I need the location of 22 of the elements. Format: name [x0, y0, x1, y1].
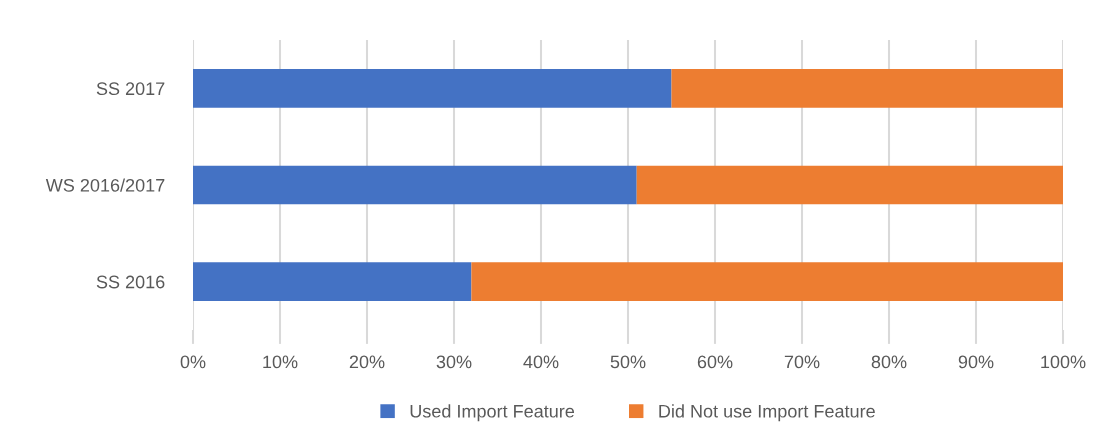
- bar: [193, 69, 672, 108]
- bar: [193, 262, 472, 301]
- x-tick-label: 40%: [523, 355, 559, 369]
- bar: [671, 69, 1063, 108]
- y-tick-label: SS 2016: [96, 275, 165, 289]
- x-tick-label: 60%: [697, 355, 733, 369]
- x-tick-label: 50%: [610, 355, 646, 369]
- x-tick-label: 10%: [263, 355, 298, 369]
- x-tick-label: 20%: [349, 355, 385, 369]
- legend-label: Used Import Feature: [410, 404, 575, 422]
- x-tick-label: 90%: [958, 355, 994, 369]
- bar: [471, 262, 1063, 301]
- legend-label: Did Not use Import Feature: [659, 404, 875, 422]
- bar: [636, 165, 1063, 205]
- x-tick-label: 70%: [784, 355, 820, 369]
- x-tick-label: 80%: [871, 355, 907, 369]
- y-tick-label: SS 2017: [96, 82, 165, 96]
- x-tick-label: 30%: [436, 355, 472, 369]
- x-tick-label: 0%: [180, 355, 206, 369]
- bar: [193, 165, 637, 205]
- x-tick-label: 100%: [1041, 355, 1086, 369]
- y-tick-label: WS 2016/2017: [45, 178, 165, 192]
